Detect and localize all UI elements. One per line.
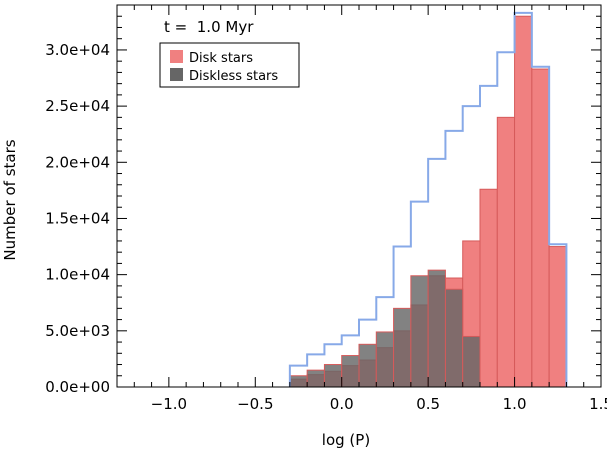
x-tick-label: 1.5 [589, 395, 607, 413]
y-axis-title: Number of stars [1, 139, 19, 260]
total-stars-series [288, 11, 568, 387]
y-tick-label: 1.0e+04 [45, 266, 110, 284]
y-tick-label: 3.0e+04 [45, 41, 110, 59]
y-tick-label: 5.0e+03 [45, 322, 110, 340]
disk-stars-bar [531, 68, 550, 388]
x-axis-title: log (P) [322, 431, 370, 449]
legend-swatch-disk-stars [170, 50, 183, 63]
y-tick-label: 0.0e+00 [45, 378, 110, 396]
legend-box [159, 42, 300, 88]
diskless-stars-bar [358, 343, 377, 388]
diskless-stars-bar [306, 369, 325, 388]
diskless-stars-bar [444, 288, 464, 388]
total-stars-step-line [288, 11, 568, 387]
y-tick-label: 2.0e+04 [45, 153, 110, 171]
x-tick-label: 0.5 [416, 395, 440, 413]
diskless-stars-bar [393, 307, 412, 388]
disk-stars-bar [548, 246, 567, 388]
disk-stars-bar [479, 188, 498, 388]
legend: Disk stars Diskless stars [159, 42, 300, 88]
disk-stars-bar [496, 116, 516, 388]
diskless-stars-bar [289, 375, 308, 388]
disk-stars-bar [514, 15, 533, 388]
x-tick-label: 0.0 [330, 395, 354, 413]
x-tick-label: 1.0 [503, 395, 527, 413]
diskless-stars-bar [462, 335, 481, 388]
diskless-stars-bar [410, 275, 429, 388]
x-tick-label: −0.5 [237, 395, 273, 413]
time-annotation: t = 1.0 Myr [164, 18, 254, 36]
y-tick-label: 2.5e+04 [45, 97, 110, 115]
legend-label-disk-stars: Disk stars [189, 51, 253, 66]
legend-label-diskless-stars: Diskless stars [189, 69, 278, 84]
diskless-stars-bar [341, 355, 360, 388]
axis-labels: −1.0 −0.5 0.0 0.5 1.0 1.5 0.0e+00 5.0e+03 1.0e+0… [45, 41, 607, 413]
diskless-stars-bar [427, 269, 446, 388]
legend-swatch-diskless-stars [170, 68, 183, 81]
axes [116, 4, 602, 388]
y-tick-label: 1.5e+04 [45, 209, 110, 227]
diskless-stars-bar [323, 364, 343, 388]
x-tick-label: −1.0 [151, 395, 187, 413]
diskless-stars-bar [375, 331, 395, 388]
